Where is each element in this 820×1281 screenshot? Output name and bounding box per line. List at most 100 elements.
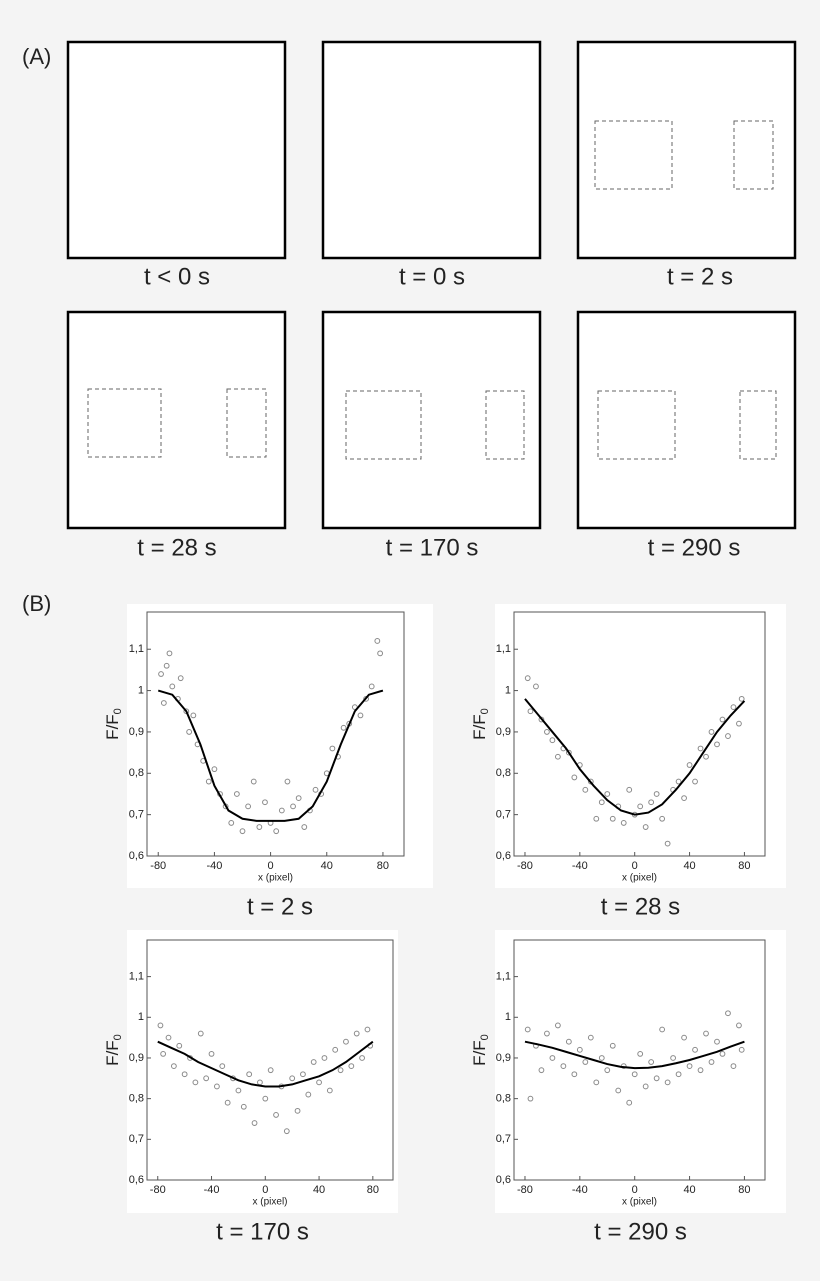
data-point <box>267 1067 274 1074</box>
y-tick-label: 0,8 <box>129 1093 144 1105</box>
y-tick-label: 0,8 <box>496 767 511 779</box>
x-tick-label: 80 <box>738 860 750 872</box>
data-point <box>233 791 240 797</box>
data-point <box>294 1107 301 1114</box>
y-axis-label: F/F0 <box>103 1034 123 1066</box>
frame <box>66 310 287 530</box>
data-point <box>289 1075 296 1082</box>
data-point <box>278 807 285 814</box>
data-point <box>719 716 726 723</box>
data-point <box>166 650 173 657</box>
data-point <box>165 1034 172 1041</box>
data-point <box>290 803 296 810</box>
y-tick-label: 0,8 <box>129 767 144 779</box>
data-point <box>697 1067 704 1074</box>
x-tick-label: 0 <box>268 860 274 872</box>
x-tick-label: 80 <box>367 1184 379 1196</box>
data-point <box>692 778 698 785</box>
data-point <box>648 1059 655 1065</box>
data-point <box>544 729 550 735</box>
y-tick-label: 0,7 <box>129 809 144 821</box>
y-tick-label: 1 <box>138 684 144 696</box>
data-point <box>219 1063 226 1070</box>
data-point <box>170 1063 177 1070</box>
x-tick-label: 40 <box>321 860 333 872</box>
data-point <box>524 675 531 682</box>
data-point <box>301 824 308 830</box>
data-point <box>326 1087 333 1094</box>
chart-caption: t = 2 s <box>247 893 313 920</box>
data-point <box>214 1083 220 1090</box>
data-point <box>239 828 246 835</box>
data-point <box>163 662 170 669</box>
frame <box>321 40 542 260</box>
data-point <box>357 712 364 719</box>
roi <box>739 390 777 460</box>
data-point <box>730 704 737 711</box>
data-point <box>626 786 633 793</box>
plot-background <box>127 930 398 1213</box>
data-point <box>675 1071 682 1078</box>
plot-frame <box>146 611 405 857</box>
x-tick-label: -80 <box>517 860 533 872</box>
data-point <box>719 1050 726 1057</box>
x-tick-label: 40 <box>683 860 695 872</box>
data-point <box>374 638 381 644</box>
data-point <box>186 729 193 735</box>
data-point <box>725 733 731 739</box>
data-point <box>305 1091 312 1098</box>
y-tick-label: 0,6 <box>496 1174 511 1186</box>
data-point <box>353 1030 360 1037</box>
x-tick-label: -80 <box>150 860 166 872</box>
plot-background <box>495 604 786 888</box>
y-axis-label-main: F/F <box>103 1040 122 1066</box>
data-point <box>708 729 715 735</box>
frame-caption: t < 0 s <box>144 263 210 290</box>
data-point <box>316 1079 322 1086</box>
data-point <box>626 1099 633 1106</box>
data-point <box>158 671 164 677</box>
y-tick-label: 0,6 <box>129 1174 144 1186</box>
panel-label: (B) <box>22 591 51 616</box>
data-point <box>598 1055 605 1061</box>
data-point <box>527 708 534 715</box>
data-point <box>593 815 600 822</box>
data-point <box>653 1075 660 1082</box>
data-point <box>256 824 263 830</box>
data-point <box>169 683 176 690</box>
plot-frame <box>513 611 766 857</box>
data-point <box>675 778 682 785</box>
x-tick-label: -40 <box>572 1184 588 1196</box>
data-point <box>659 1026 666 1033</box>
y-tick-label: 1,1 <box>496 643 511 655</box>
y-axis-label-sub: 0 <box>112 708 124 714</box>
data-point <box>251 1120 258 1126</box>
y-tick-label: 0,7 <box>129 1133 144 1145</box>
x-tick-label: -80 <box>517 1184 533 1196</box>
data-point <box>587 1034 594 1041</box>
y-tick-label: 0,6 <box>129 850 144 862</box>
data-point <box>160 1050 167 1057</box>
y-axis-label-main: F/F <box>103 714 122 740</box>
x-tick-label: 40 <box>313 1184 325 1196</box>
y-tick-label: 1 <box>505 1011 511 1023</box>
data-point <box>560 1063 567 1070</box>
data-point <box>670 1055 677 1061</box>
data-point <box>228 820 235 826</box>
plot-frame <box>513 939 766 1181</box>
data-point <box>697 745 704 752</box>
data-point <box>364 1026 371 1033</box>
data-point <box>604 1067 611 1074</box>
x-axis-label: x (pixel) <box>258 873 293 884</box>
data-point <box>295 795 302 802</box>
data-point <box>262 1095 269 1102</box>
data-point <box>571 774 578 781</box>
frame-caption: t = 170 s <box>386 534 479 561</box>
data-point <box>631 1071 638 1078</box>
data-point <box>637 1050 644 1057</box>
data-point <box>205 778 212 785</box>
data-point <box>190 712 197 719</box>
data-point <box>177 675 184 682</box>
y-tick-label: 1,1 <box>496 971 511 983</box>
roi <box>733 120 774 190</box>
